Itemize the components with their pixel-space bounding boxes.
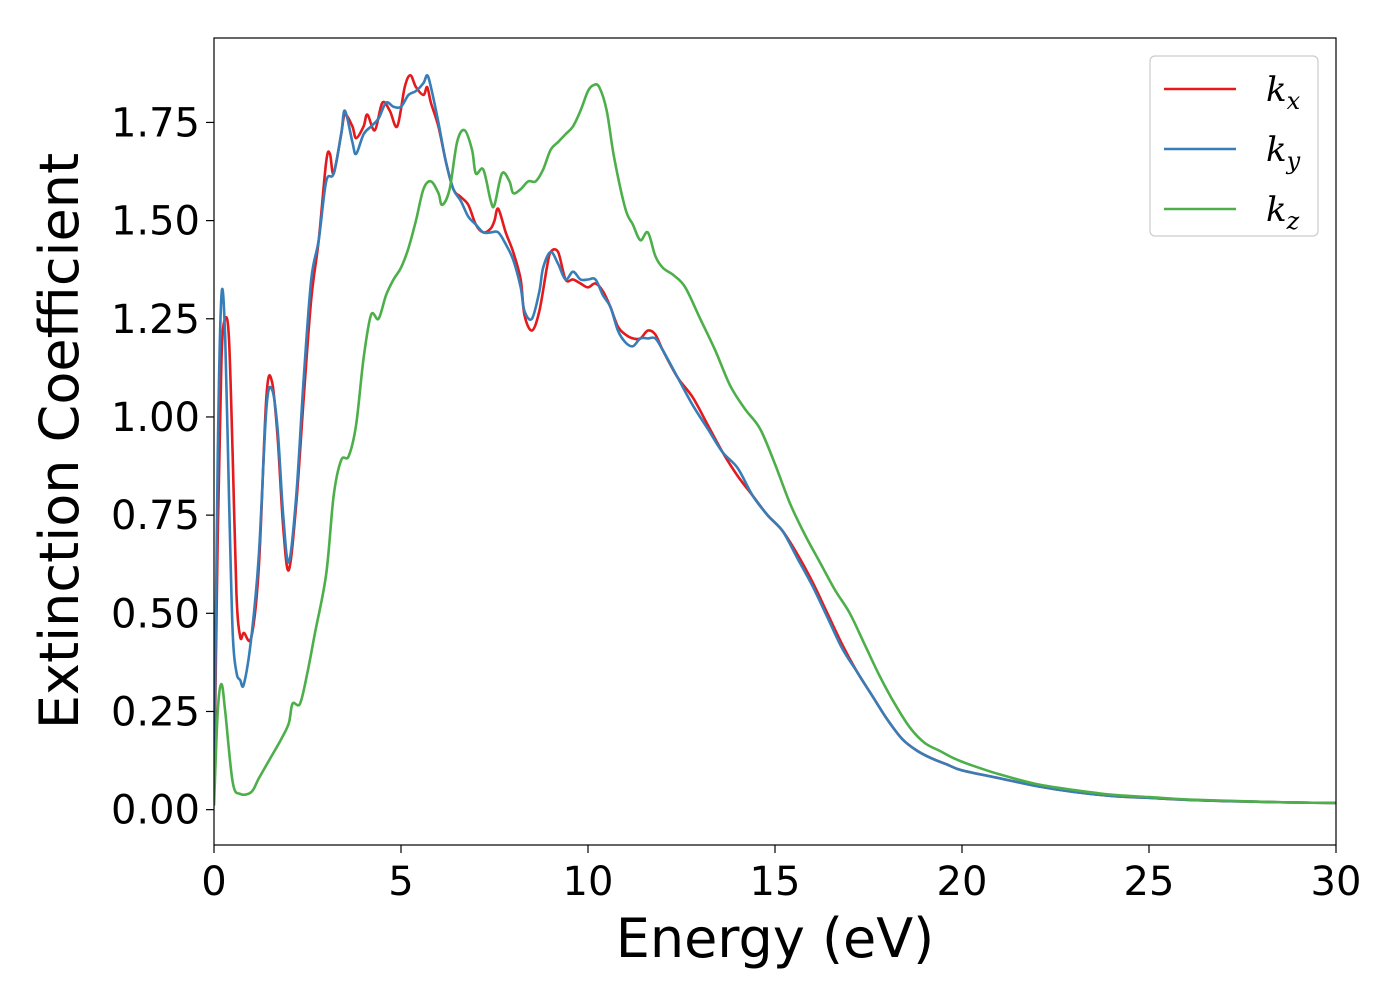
series-layer (214, 74, 1336, 806)
x-tick-label: 20 (937, 859, 988, 905)
y-axis-ticks: 0.00 0.25 0.50 0.75 1.00 1.25 1.50 1.75 (111, 100, 214, 834)
series-line-kz (214, 82, 1336, 806)
legend-label-kz: kz (1266, 190, 1300, 235)
legend-label-subscript: y (1286, 147, 1301, 175)
y-tick-label: 1.00 (111, 395, 200, 441)
x-axis-label: Energy (eV) (616, 907, 935, 970)
legend-label-base: k (1266, 130, 1287, 170)
legend-label-base: k (1266, 190, 1287, 230)
y-tick-label: 0.00 (111, 788, 200, 834)
y-tick-label: 1.25 (111, 297, 200, 343)
x-tick-label: 0 (201, 859, 226, 905)
legend-label-subscript: x (1287, 87, 1301, 115)
legend-label-kx: kx (1266, 70, 1301, 115)
x-tick-label: 15 (750, 859, 801, 905)
legend-frame (1149, 55, 1319, 237)
legend-label-ky: ky (1266, 130, 1301, 175)
plot-area (213, 37, 1337, 846)
y-axis-label: Extinction Coefficient (28, 153, 91, 729)
x-tick-label: 5 (388, 859, 413, 905)
legend-label-subscript: z (1286, 207, 1300, 235)
y-tick-label: 0.75 (111, 493, 200, 539)
y-tick-label: 1.50 (111, 199, 200, 245)
y-tick-label: 0.25 (111, 689, 200, 735)
x-axis-ticks: 0 5 10 15 20 25 30 (201, 845, 1361, 905)
x-tick-label: 30 (1311, 859, 1362, 905)
y-tick-label: 1.75 (111, 100, 200, 146)
legend-label-base: k (1266, 70, 1287, 110)
x-tick-label: 10 (563, 859, 614, 905)
y-tick-label: 0.50 (111, 591, 200, 637)
series-line-ky (214, 74, 1336, 805)
x-tick-label: 25 (1124, 859, 1175, 905)
